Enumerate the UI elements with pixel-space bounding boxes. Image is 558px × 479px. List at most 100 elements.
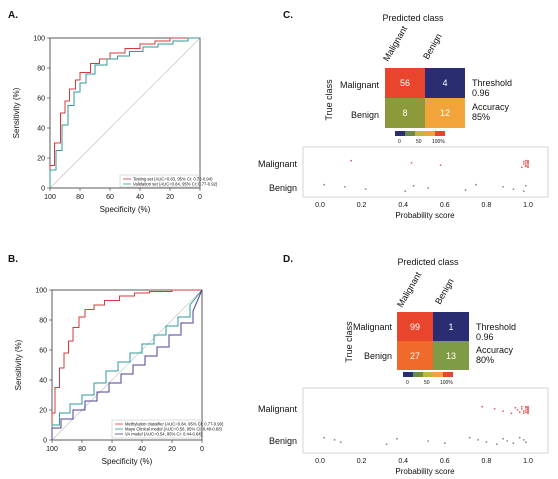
strip-point-d-1-2 bbox=[340, 441, 342, 443]
chance-diagonal-b bbox=[52, 290, 202, 440]
strip-point-d-0-20 bbox=[527, 411, 529, 413]
strip-point-d-1-7 bbox=[469, 437, 471, 439]
strip-x-tick-d-2: 0.4 bbox=[398, 458, 408, 465]
cm-ylabel-c: True class bbox=[324, 79, 334, 121]
strip-point-d-0-5 bbox=[517, 409, 519, 411]
cm-value-c-tp: 56 bbox=[400, 78, 410, 88]
strip-point-d-0-12 bbox=[525, 409, 527, 411]
y-tick-label-a-5: 100 bbox=[33, 36, 45, 43]
chance-diagonal-a bbox=[50, 38, 200, 188]
strip-point-c-1-0 bbox=[323, 184, 325, 186]
strip-xlabel-c: Probability score bbox=[395, 211, 455, 220]
y-tick-label-b-3: 60 bbox=[39, 348, 47, 355]
y-tick-label-a-1: 20 bbox=[37, 156, 45, 163]
cm-row-label-c-benign: Benign bbox=[351, 110, 379, 120]
roc-lines-b bbox=[52, 290, 202, 440]
colorbar-tick-c-0: 0 bbox=[398, 139, 401, 145]
colorbar-d: 0 50 100% bbox=[403, 372, 453, 386]
y-tick-label-a-0: 0 bbox=[41, 186, 45, 193]
y-tick-label-b-0: 0 bbox=[43, 438, 47, 445]
strip-point-c-1-2 bbox=[365, 188, 367, 190]
threshold-label-d: Threshold bbox=[476, 322, 516, 332]
strip-point-d-0-2 bbox=[502, 410, 504, 412]
strip-point-d-1-15 bbox=[523, 439, 525, 441]
colorbar-c: 0 50 100% bbox=[395, 131, 445, 145]
confusion-matrix-d: Predicted class Malignant Benign True cl… bbox=[344, 257, 516, 386]
colorbar-tick-d-50: 50 bbox=[424, 380, 430, 386]
accuracy-label-c: Accuracy bbox=[472, 102, 510, 112]
strip-point-d-0-7 bbox=[521, 406, 523, 408]
strip-point-d-1-11 bbox=[502, 438, 504, 440]
cm-row-label-d-benign: Benign bbox=[364, 351, 392, 361]
strip-x-tick-d-3: 0.6 bbox=[440, 458, 450, 465]
x-tick-label-a-0: 100 bbox=[44, 194, 56, 201]
strip-point-c-1-8 bbox=[502, 186, 504, 188]
strip-x-tick-d-1: 0.2 bbox=[357, 458, 367, 465]
strip-points-c bbox=[323, 160, 529, 192]
strip-point-d-0-1 bbox=[494, 408, 496, 410]
cm-row-label-c-malignant: Malignant bbox=[340, 80, 380, 90]
colorbar-tick-c-100: 100% bbox=[432, 139, 445, 145]
cm-col-label-d-malignant: Malignant bbox=[395, 270, 423, 309]
x-axis-label-b: Specificity (%) bbox=[102, 457, 153, 466]
strip-point-c-1-10 bbox=[523, 190, 525, 192]
x-tick-label-b-0: 100 bbox=[46, 446, 58, 453]
legend-label-b-va: VA model (AUC=0.54, 95% CI: 0.44-0.64) bbox=[125, 432, 203, 437]
accuracy-value-d: 80% bbox=[476, 355, 494, 365]
strip-point-d-0-8 bbox=[521, 408, 523, 410]
y-tick-label-b-2: 40 bbox=[39, 378, 47, 385]
threshold-value-c: 0.96 bbox=[472, 88, 490, 98]
roc-chart-a: 100806040200020406080100 Specificity (%)… bbox=[12, 36, 218, 215]
strip-point-d-1-1 bbox=[334, 439, 336, 441]
y-tick-label-b-5: 100 bbox=[35, 288, 47, 295]
colorbar-tick-c-50: 50 bbox=[416, 139, 422, 145]
strip-x-tick-d-5: 1.0 bbox=[523, 458, 533, 465]
roc-lines-a bbox=[50, 38, 200, 188]
roc-chart-b: 100806040200020406080100 Specificity (%)… bbox=[14, 288, 224, 467]
strip-chart-d: Malignant Benign 0.00.20.40.60.81.0 Prob… bbox=[258, 388, 548, 476]
strip-point-d-1-4 bbox=[396, 438, 398, 440]
cm-value-c-fp: 8 bbox=[402, 108, 407, 118]
strip-x-tick-c-3: 0.6 bbox=[440, 202, 450, 209]
strip-point-d-0-9 bbox=[523, 410, 525, 412]
strip-points-d bbox=[323, 406, 529, 445]
strip-point-c-1-6 bbox=[465, 189, 467, 191]
cm-value-d-tp: 99 bbox=[410, 322, 420, 332]
strip-point-c-0-9 bbox=[525, 164, 527, 166]
strip-x-tick-c-2: 0.4 bbox=[398, 202, 408, 209]
strip-x-tick-d-0: 0.0 bbox=[315, 458, 325, 465]
strip-point-d-0-13 bbox=[525, 411, 527, 413]
strip-point-d-1-6 bbox=[444, 442, 446, 444]
accuracy-label-d: Accuracy bbox=[476, 345, 514, 355]
accuracy-value-c: 85% bbox=[472, 112, 490, 122]
strip-point-d-0-22 bbox=[527, 408, 529, 410]
y-axis-label-a: Sensitivity (%) bbox=[12, 87, 21, 138]
strip-xlabel-d: Probability score bbox=[395, 467, 455, 476]
x-tick-label-b-3: 40 bbox=[138, 446, 146, 453]
cm-value-d-fn: 1 bbox=[448, 322, 453, 332]
cm-col-label-c-benign: Benign bbox=[421, 32, 444, 61]
cm-value-d-fp: 27 bbox=[410, 351, 420, 361]
strip-point-c-0-0 bbox=[350, 160, 352, 162]
x-tick-label-a-5: 0 bbox=[198, 194, 202, 201]
strip-point-d-0-6 bbox=[519, 411, 521, 413]
y-tick-label-a-3: 60 bbox=[37, 96, 45, 103]
x-tick-label-b-1: 80 bbox=[78, 446, 86, 453]
legend-a: Testing set (AUC=0.83, 95% CI: 0.72-0.94… bbox=[120, 175, 218, 187]
strip-point-c-1-3 bbox=[404, 190, 406, 192]
panel-label-d: D. bbox=[283, 254, 293, 265]
strip-x-tick-c-4: 0.8 bbox=[482, 202, 492, 209]
colorbar-tick-d-0: 0 bbox=[406, 380, 409, 386]
strip-point-c-0-7 bbox=[525, 160, 527, 162]
strip-point-c-1-9 bbox=[513, 188, 515, 190]
panel-label-b: B. bbox=[8, 254, 18, 265]
strip-point-d-0-10 bbox=[523, 412, 525, 414]
strip-point-d-1-13 bbox=[513, 442, 515, 444]
cm-value-d-tn: 13 bbox=[446, 351, 456, 361]
x-tick-label-a-1: 80 bbox=[76, 194, 84, 201]
x-tick-label-a-2: 60 bbox=[106, 194, 114, 201]
x-tick-label-a-3: 40 bbox=[136, 194, 144, 201]
y-tick-label-b-4: 80 bbox=[39, 318, 47, 325]
colorbar-tick-d-100: 100% bbox=[440, 380, 453, 386]
